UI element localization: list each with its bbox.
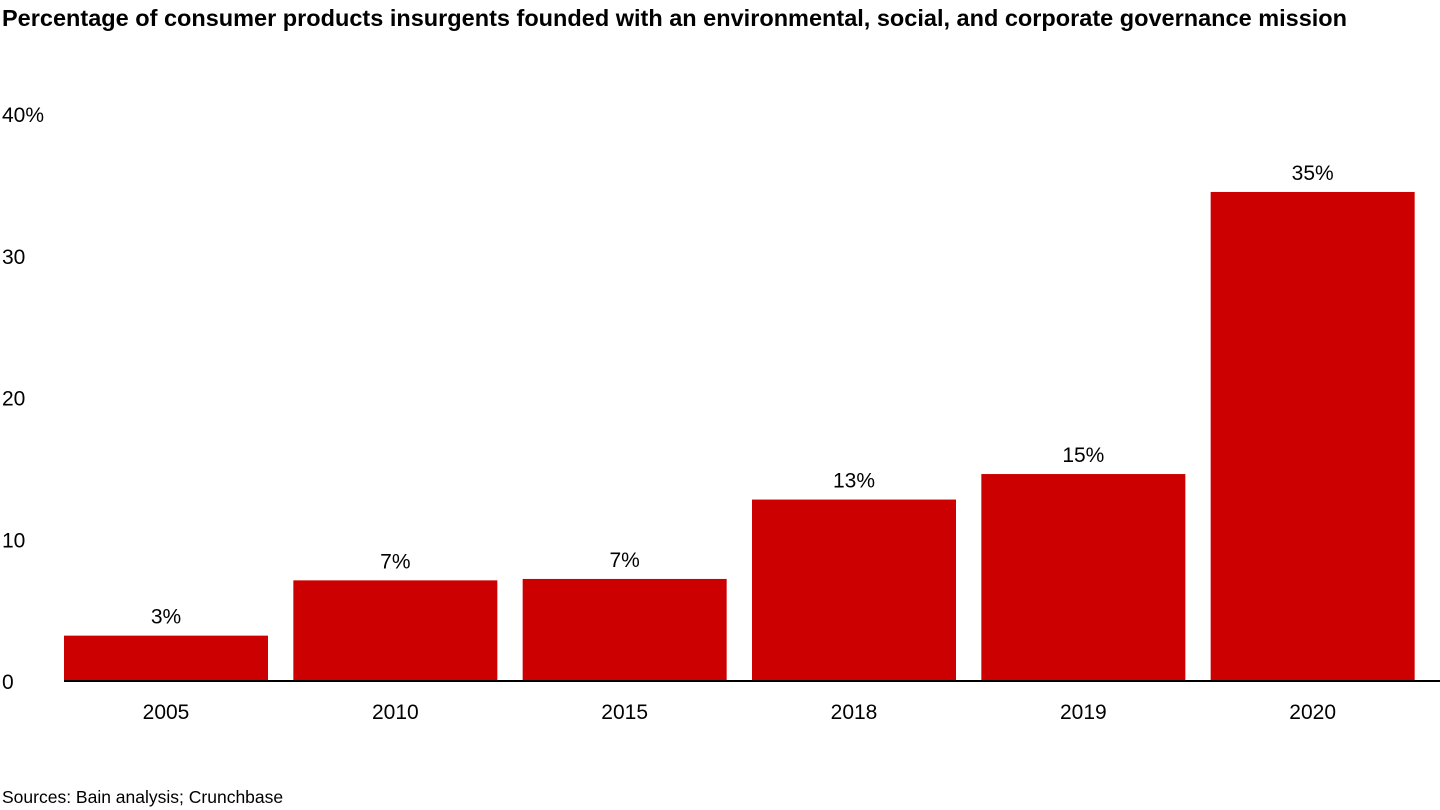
bar: [522, 578, 727, 681]
value-labels: 3% 7% 7% 13% 15% 35%: [151, 162, 1334, 629]
x-category-label: 2020: [1289, 701, 1336, 724]
source-note: Sources: Bain analysis; Crunchbase: [2, 787, 284, 807]
bar: [64, 635, 268, 681]
bar-value-label: 7%: [380, 550, 410, 573]
y-tick-label: 0: [2, 671, 14, 694]
x-category-label: 2010: [372, 701, 419, 724]
bar-value-label: 35%: [1292, 162, 1334, 185]
bar-value-label: 15%: [1062, 444, 1104, 467]
chart-title: Percentage of consumer products insurgen…: [2, 5, 1347, 31]
bar: [981, 474, 1186, 681]
y-tick-label: 20: [2, 388, 25, 411]
y-axis: 0 10 20 30 40%: [2, 104, 44, 694]
x-category-label: 2019: [1060, 701, 1107, 724]
x-category-label: 2018: [831, 701, 878, 724]
x-category-label: 2015: [601, 701, 648, 724]
x-category-label: 2005: [143, 701, 190, 724]
y-tick-label: 40%: [2, 104, 44, 127]
y-tick-label: 10: [2, 529, 25, 552]
bar: [293, 580, 498, 681]
bar: [752, 499, 956, 681]
bar-value-label: 7%: [609, 549, 639, 572]
x-axis: 2005 2010 2015 2018 2019 2020: [64, 680, 1440, 724]
bars: [64, 191, 1415, 681]
bar-value-label: 13%: [833, 470, 875, 493]
bar-value-label: 3%: [151, 606, 181, 629]
bar: [1210, 191, 1415, 681]
y-tick-label: 30: [2, 246, 25, 269]
